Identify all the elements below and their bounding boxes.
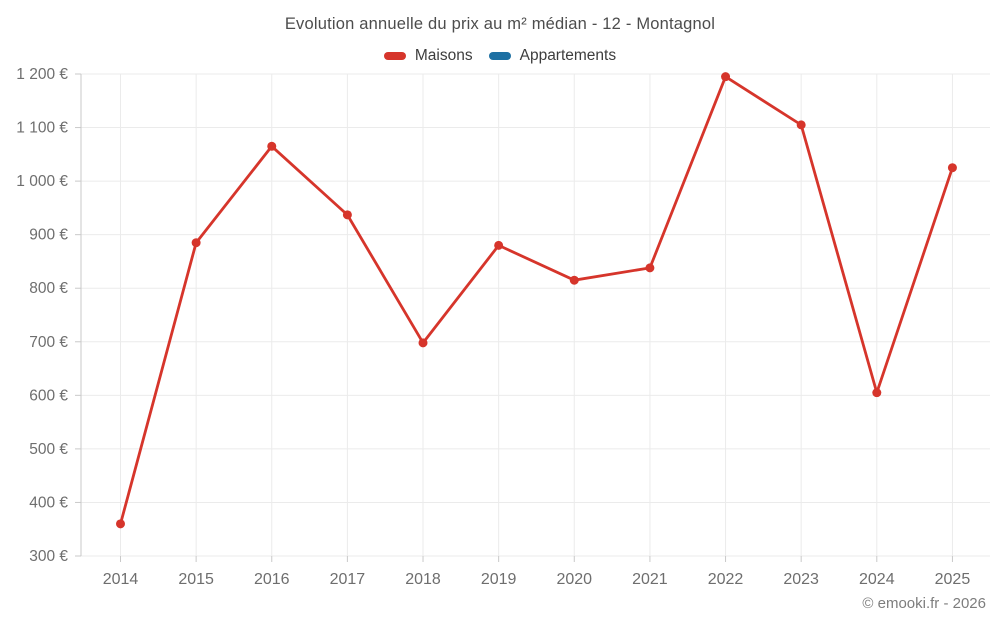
data-point[interactable] bbox=[116, 519, 125, 529]
y-tick-label: 700 € bbox=[29, 334, 68, 351]
y-tick-label: 500 € bbox=[29, 441, 68, 458]
data-point[interactable] bbox=[494, 240, 504, 250]
chart-legend: Maisons Appartements bbox=[0, 47, 1000, 65]
legend-label-appartements: Appartements bbox=[519, 47, 617, 64]
x-tick-label: 2020 bbox=[556, 571, 592, 588]
data-point[interactable] bbox=[645, 263, 655, 273]
x-tick-label: 2019 bbox=[481, 571, 517, 588]
x-tick-label: 2023 bbox=[783, 571, 819, 588]
data-point[interactable] bbox=[947, 163, 957, 173]
data-point[interactable] bbox=[872, 388, 882, 398]
credit-footer: © emooki.fr - 2026 bbox=[862, 595, 986, 612]
series-line-maisons bbox=[119, 75, 954, 526]
y-tick-label: 1 200 € bbox=[16, 66, 68, 83]
x-tick-label: 2014 bbox=[103, 571, 139, 588]
x-tick-label: 2017 bbox=[330, 571, 366, 588]
chart-title: Evolution annuelle du prix au m² médian … bbox=[284, 15, 716, 33]
legend-label-maisons: Maisons bbox=[414, 47, 473, 64]
x-tick-label: 2016 bbox=[254, 571, 290, 588]
legend-item-appartements[interactable]: Appartements bbox=[488, 47, 617, 65]
x-tick-label: 2018 bbox=[405, 571, 441, 588]
legend-swatch-appartements bbox=[488, 52, 511, 60]
x-tick-label: 2025 bbox=[935, 571, 971, 588]
data-point[interactable] bbox=[267, 141, 277, 151]
y-tick-label: 900 € bbox=[29, 227, 68, 244]
data-point[interactable] bbox=[418, 338, 428, 348]
legend-swatch-maisons bbox=[383, 52, 406, 60]
y-tick-label: 800 € bbox=[29, 280, 68, 297]
data-point[interactable] bbox=[721, 72, 731, 82]
data-point[interactable] bbox=[569, 275, 579, 285]
y-tick-label: 300 € bbox=[29, 548, 68, 565]
data-point[interactable] bbox=[342, 210, 352, 220]
data-point[interactable] bbox=[191, 238, 201, 248]
legend-item-maisons[interactable]: Maisons bbox=[383, 47, 473, 65]
x-tick-label: 2015 bbox=[178, 571, 214, 588]
x-tick-label: 2022 bbox=[708, 571, 744, 588]
y-tick-label: 600 € bbox=[29, 387, 68, 404]
y-tick-label: 1 000 € bbox=[16, 173, 68, 190]
y-tick-label: 1 100 € bbox=[16, 120, 68, 137]
x-tick-label: 2021 bbox=[632, 571, 668, 588]
y-tick-label: 400 € bbox=[29, 494, 68, 511]
data-point[interactable] bbox=[796, 120, 806, 130]
x-tick-label: 2024 bbox=[859, 571, 895, 588]
